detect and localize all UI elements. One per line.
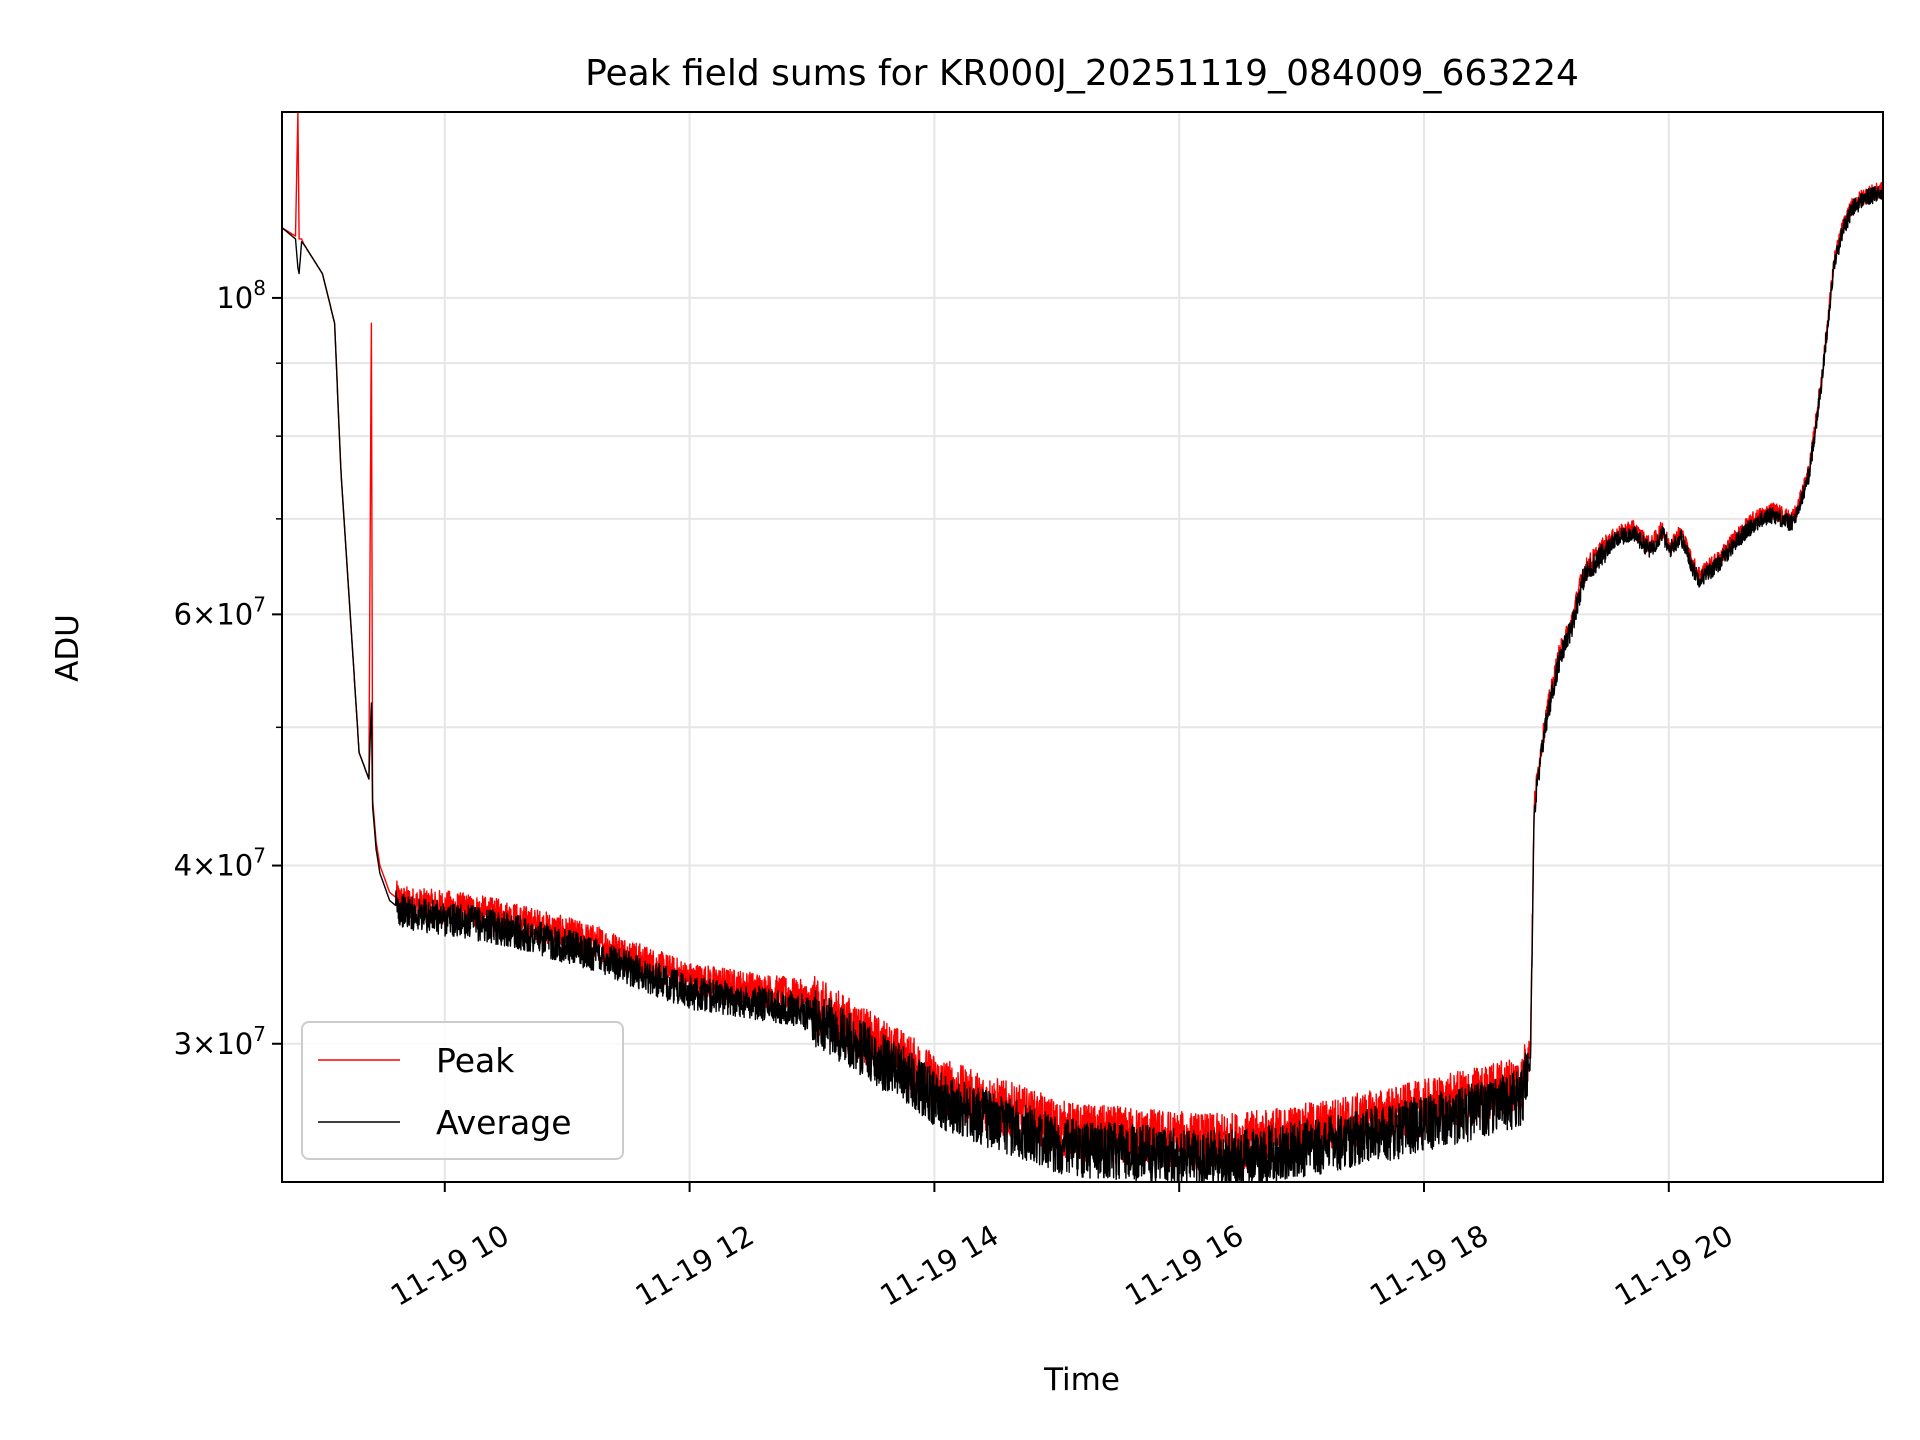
x-axis-label: Time: [1043, 1362, 1120, 1398]
series-layer: [282, 112, 1883, 1182]
y-tick-label: 6×107: [174, 592, 266, 631]
series-line-average: [282, 185, 1883, 1182]
y-tick-label: 108: [216, 276, 266, 315]
y-tick-label: 3×107: [174, 1022, 266, 1061]
legend-box: [301, 1021, 624, 1160]
legend-label-average: Average: [436, 1103, 572, 1142]
legend-label-peak: Peak: [436, 1041, 515, 1080]
y-axis: 3×107 4×107 6×107 108: [174, 276, 282, 1061]
legend: Peak Average: [301, 1021, 624, 1160]
y-tick-label: 4×107: [174, 844, 266, 883]
plot-frame: [281, 111, 1884, 1183]
y-axis-label: ADU: [50, 614, 86, 682]
series-line-peak: [282, 112, 1883, 1171]
chart-title: Peak field sums for KR000J_20251119_0840…: [585, 53, 1579, 94]
